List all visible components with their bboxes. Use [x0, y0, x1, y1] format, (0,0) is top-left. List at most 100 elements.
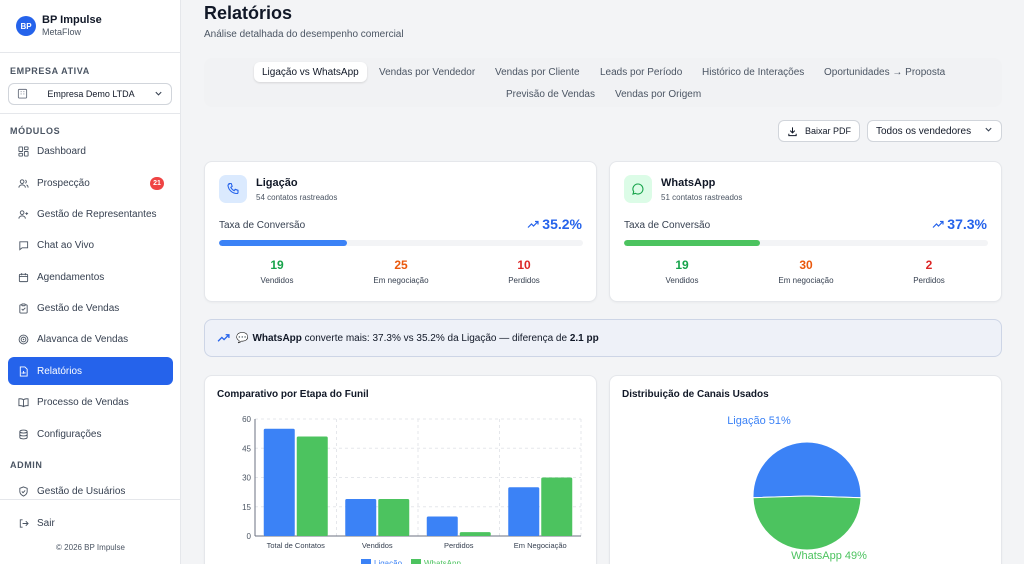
database-icon	[17, 428, 29, 440]
sidebar-item-processo-de-vendas[interactable]: Processo de Vendas	[8, 388, 173, 416]
download-pdf-button[interactable]: Baixar PDF	[778, 120, 860, 142]
logout-button[interactable]: Sair	[8, 509, 173, 537]
stat-label: Vendidos	[665, 276, 699, 285]
channel-name: WhatsApp	[661, 177, 716, 189]
tab-ligacao-vs-whatsapp[interactable]: Ligação vs WhatsApp	[254, 62, 367, 82]
pie-slice-ligacao	[752, 441, 862, 499]
bar-whatsapp	[459, 532, 491, 536]
channel-card-ligacao: Ligação 54 contatos rastreados Taxa de C…	[204, 161, 597, 302]
stat-value: 19	[270, 258, 284, 272]
sidebar-item-chat-ao-vivo[interactable]: Chat ao Vivo	[8, 231, 173, 259]
chevron-down-icon	[984, 125, 993, 137]
sidebar-item-configuracoes[interactable]: Configurações	[8, 420, 173, 448]
tab-oportunidades-proposta[interactable]: Oportunidades → Proposta	[824, 66, 946, 78]
sidebar-item-alavanca-de-vendas[interactable]: Alavanca de Vendas	[8, 325, 173, 353]
modules-section-label: MÓDULOS	[10, 126, 61, 136]
sidebar-item-dashboard[interactable]: Dashboard	[8, 137, 173, 165]
stat-em-negociacao: 30 Em negociação	[746, 258, 866, 285]
y-tick-label: 15	[242, 503, 251, 512]
company-select[interactable]: Empresa Demo LTDA	[8, 83, 172, 105]
sidebar-item-relatorios[interactable]: Relatórios	[8, 357, 173, 385]
tab-vendas-por-vendedor[interactable]: Vendas por Vendedor	[379, 66, 476, 78]
bar-ligacao	[263, 428, 295, 536]
pie-slice-whatsapp	[752, 495, 862, 551]
legend-swatch	[361, 559, 371, 564]
stat-value: 19	[675, 258, 689, 272]
insight-difference: 2.1 pp	[569, 332, 599, 344]
conversion-label: Taxa de Conversão	[624, 220, 711, 231]
legend-swatch	[411, 559, 421, 564]
report-icon	[17, 365, 29, 377]
bar-ligacao	[345, 498, 377, 536]
sidebar-footer: Sair © 2026 BP Impulse	[0, 499, 181, 552]
admin-section-label: ADMIN	[10, 460, 43, 470]
tab-vendas-por-cliente[interactable]: Vendas por Cliente	[495, 66, 580, 78]
stat-value: 30	[799, 258, 813, 272]
tab-vendas-por-origem[interactable]: Vendas por Origem	[615, 88, 702, 100]
chart-title: Distribuição de Canais Usados	[622, 389, 769, 400]
sidebar-item-label: Agendamentos	[37, 271, 105, 283]
stat-label: Perdidos	[913, 276, 945, 285]
seller-filter-select[interactable]: Todos os vendedores	[867, 120, 1002, 142]
tab-historico-de-interacoes[interactable]: Histórico de Interações	[702, 66, 805, 78]
sidebar-item-label: Chat ao Vivo	[37, 239, 95, 251]
trending-up-icon	[527, 220, 539, 229]
x-tick-label: Perdidos	[444, 541, 474, 550]
sidebar-item-gestao-de-usuarios[interactable]: Gestão de Usuários	[8, 477, 173, 505]
main-content: Relatórios Análise detalhada do desempen…	[181, 0, 1024, 564]
y-tick-label: 30	[242, 474, 251, 483]
sidebar-item-prospeccao[interactable]: Prospecção 21	[8, 169, 173, 197]
speech-bubble-icon: 💬	[236, 332, 249, 344]
stat-label: Em negociação	[373, 276, 429, 285]
x-tick-label: Vendidos	[362, 541, 393, 550]
stat-value: 10	[517, 258, 531, 272]
target-icon	[17, 333, 29, 345]
stat-em-negociacao: 25 Em negociação	[341, 258, 461, 285]
y-tick-label: 45	[242, 444, 251, 453]
conversion-value: 37.3%	[947, 216, 987, 232]
sidebar-item-gestao-de-vendas[interactable]: Gestão de Vendas	[8, 294, 173, 322]
sidebar-item-label: Alavanca de Vendas	[37, 333, 129, 345]
stat-vendidos: 19 Vendidos	[622, 258, 742, 285]
sidebar-item-gestao-de-representantes[interactable]: Gestão de Representantes	[8, 200, 173, 228]
channel-distribution-card: Distribuição de Canais Usados Ligação 51…	[609, 375, 1002, 564]
channel-name: Ligação	[256, 177, 298, 189]
conversion-progress-fill	[624, 240, 760, 246]
brand-subtitle: MetaFlow	[42, 27, 82, 37]
divider	[0, 113, 180, 114]
stat-label: Em negociação	[778, 276, 834, 285]
message-icon	[624, 175, 652, 203]
insight-text: converte mais: 37.3% vs 35.2% da Ligação…	[301, 332, 570, 344]
sidebar-item-agendamentos[interactable]: Agendamentos	[8, 263, 173, 291]
chat-icon	[17, 239, 29, 251]
conversion-value: 35.2%	[542, 216, 582, 232]
channel-card-whatsapp: WhatsApp 51 contatos rastreados Taxa de …	[609, 161, 1002, 302]
sidebar-item-label: Prospecção	[37, 177, 90, 189]
x-tick-label: Total de Contatos	[267, 541, 326, 550]
y-tick-label: 0	[247, 532, 252, 541]
bar-whatsapp	[541, 477, 573, 536]
stat-perdidos: 10 Perdidos	[464, 258, 584, 285]
conversion-label: Taxa de Conversão	[219, 220, 306, 231]
bar-ligacao	[508, 487, 540, 536]
conversion-rate: 35.2%	[527, 216, 582, 232]
report-tabs: Ligação vs WhatsApp Vendas por Vendedor …	[204, 58, 1002, 107]
stat-label: Perdidos	[508, 276, 540, 285]
sidebar-item-label: Gestão de Vendas	[37, 302, 120, 314]
trending-up-icon	[932, 220, 944, 229]
pie-chart: Ligação 51% WhatsApp 49%	[727, 415, 867, 562]
conversion-progress-fill	[219, 240, 348, 246]
bar-whatsapp	[378, 498, 410, 536]
stat-value: 25	[394, 258, 408, 272]
insight-winner: WhatsApp	[252, 332, 302, 344]
x-tick-label: Em Negociação	[514, 541, 567, 550]
page-title: Relatórios	[204, 3, 293, 23]
pie-label: Ligação 51%	[727, 415, 791, 427]
trending-up-icon	[217, 333, 230, 343]
divider	[0, 499, 181, 500]
tab-previsao-de-vendas[interactable]: Previsão de Vendas	[506, 88, 595, 100]
book-icon	[17, 396, 29, 408]
tab-leads-por-periodo[interactable]: Leads por Período	[600, 66, 683, 78]
brand-logo: BP	[16, 16, 36, 36]
sidebar: BP BP Impulse MetaFlow EMPRESA ATIVA Emp…	[0, 0, 181, 564]
